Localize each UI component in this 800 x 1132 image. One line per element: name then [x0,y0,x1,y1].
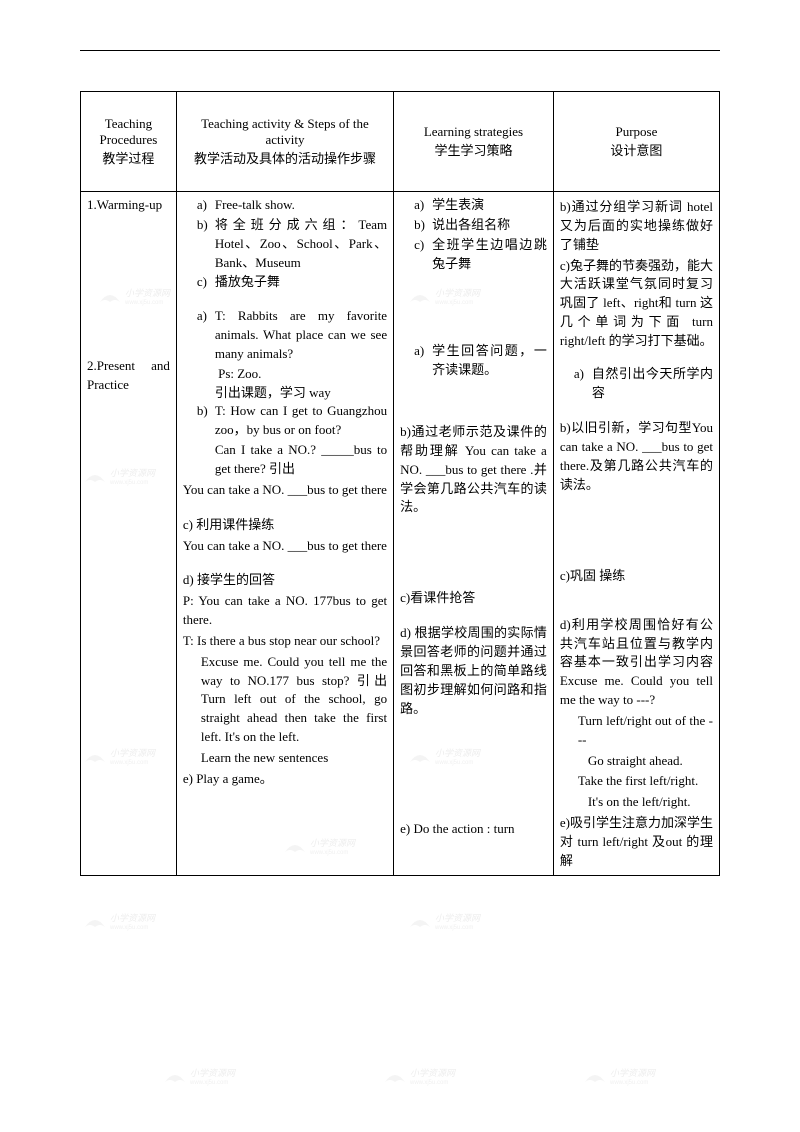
svg-text:小学资源网: 小学资源网 [410,1068,456,1078]
header-strategies: Learning strategies 学生学习策略 [394,92,554,192]
cell-procedures: 1.Warming-up 2.Present and Practice [81,192,177,876]
warming-strategy-list: a)学生表演 b)说出各组名称 c)全班学生边唱边跳兔子舞 [400,196,547,273]
svg-text:www.xj5u.com: www.xj5u.com [189,1080,228,1086]
stage-present-practice: 2.Present and Practice [87,357,170,395]
watermark-logo: 小学资源网 www.xj5u.com [160,1060,260,1094]
svg-text:www.xj5u.com: www.xj5u.com [434,925,473,931]
top-rule [80,50,720,51]
watermark-logo: 小学资源网 www.xj5u.com [380,1060,480,1094]
svg-text:小学资源网: 小学资源网 [190,1068,236,1078]
cell-purpose: b)通过分组学习新词 hotel 又为后面的实地操练做好了铺垫 c)兔子舞的节奏… [553,192,719,876]
svg-text:小学资源网: 小学资源网 [610,1068,656,1078]
warming-activity-list: a)Free-talk show. b)将全班分成六组：Team Hotel、Z… [183,196,387,292]
header-purpose: Purpose 设计意图 [553,92,719,192]
cell-activity: a)Free-talk show. b)将全班分成六组：Team Hotel、Z… [176,192,393,876]
stage-warming-up: 1.Warming-up [87,196,170,215]
watermark-logo: 小学资源网 www.xj5u.com [80,905,180,939]
svg-text:小学资源网: 小学资源网 [435,913,481,923]
lesson-plan-table: Teaching Procedures 教学过程 Teaching activi… [80,91,720,876]
svg-text:www.xj5u.com: www.xj5u.com [409,1080,448,1086]
svg-text:www.xj5u.com: www.xj5u.com [109,925,148,931]
watermark-logo: 小学资源网 www.xj5u.com [580,1060,680,1094]
svg-text:www.xj5u.com: www.xj5u.com [609,1080,648,1086]
present-strategy-list: a)学生回答问题，一齐读课题。 [400,342,547,380]
sentence-pattern: You can take a NO. ___bus to get there [183,481,387,500]
header-procedures: Teaching Procedures 教学过程 [81,92,177,192]
present-activity-list: a)T: Rabbits are my favorite animals. Wh… [183,307,387,479]
watermark-logo: 小学资源网 www.xj5u.com [405,905,505,939]
table-body-row: 1.Warming-up 2.Present and Practice a)Fr… [81,192,720,876]
header-activity: Teaching activity & Steps of the activit… [176,92,393,192]
svg-text:小学资源网: 小学资源网 [110,913,156,923]
cell-strategies: a)学生表演 b)说出各组名称 c)全班学生边唱边跳兔子舞 a)学生回答问题，一… [394,192,554,876]
table-header-row: Teaching Procedures 教学过程 Teaching activi… [81,92,720,192]
sentence-pattern-2: You can take a NO. ___bus to get there [183,537,387,556]
